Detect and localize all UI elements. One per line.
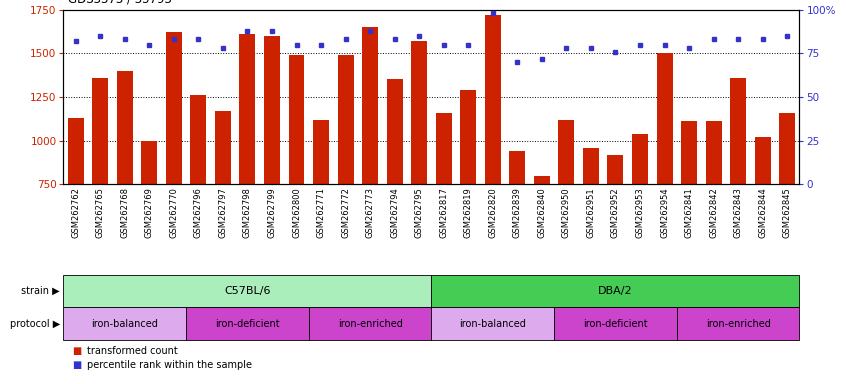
Text: iron-enriched: iron-enriched xyxy=(706,318,771,329)
Text: GSM262841: GSM262841 xyxy=(684,187,694,238)
Text: GDS3373 / 35793: GDS3373 / 35793 xyxy=(68,0,172,6)
Text: GSM262819: GSM262819 xyxy=(464,187,473,238)
Bar xyxy=(387,79,403,184)
Bar xyxy=(288,55,305,184)
Text: GSM262794: GSM262794 xyxy=(390,187,399,238)
Text: GSM262772: GSM262772 xyxy=(341,187,350,238)
Text: GSM262771: GSM262771 xyxy=(316,187,326,238)
Text: GSM262798: GSM262798 xyxy=(243,187,252,238)
Text: ■: ■ xyxy=(72,346,81,356)
Bar xyxy=(239,34,255,184)
Bar xyxy=(730,78,746,184)
Bar xyxy=(117,71,133,184)
Bar xyxy=(141,141,157,184)
Text: C57BL/6: C57BL/6 xyxy=(224,286,271,296)
Bar xyxy=(63,275,431,307)
Bar xyxy=(509,151,525,184)
Text: GSM262953: GSM262953 xyxy=(635,187,645,238)
Text: GSM262820: GSM262820 xyxy=(488,187,497,238)
Bar xyxy=(186,307,309,340)
Text: GSM262952: GSM262952 xyxy=(611,187,620,238)
Text: iron-balanced: iron-balanced xyxy=(459,318,526,329)
Bar xyxy=(706,121,722,184)
Text: GSM262770: GSM262770 xyxy=(169,187,179,238)
Bar xyxy=(313,120,329,184)
Text: GSM262796: GSM262796 xyxy=(194,187,203,238)
Text: GSM262950: GSM262950 xyxy=(562,187,571,238)
Bar xyxy=(436,113,452,184)
Text: GSM262840: GSM262840 xyxy=(537,187,547,238)
Bar xyxy=(460,90,476,184)
Bar xyxy=(431,307,554,340)
Bar xyxy=(215,111,231,184)
Text: GSM262951: GSM262951 xyxy=(586,187,596,238)
Text: percentile rank within the sample: percentile rank within the sample xyxy=(87,360,252,370)
Text: transformed count: transformed count xyxy=(87,346,178,356)
Text: GSM262842: GSM262842 xyxy=(709,187,718,238)
Bar xyxy=(779,113,795,184)
Bar xyxy=(583,147,599,184)
Bar xyxy=(554,307,677,340)
Bar xyxy=(166,32,182,184)
Text: iron-enriched: iron-enriched xyxy=(338,318,403,329)
Text: GSM262797: GSM262797 xyxy=(218,187,228,238)
Bar xyxy=(411,41,427,184)
Text: GSM262843: GSM262843 xyxy=(733,187,743,238)
Text: GSM262765: GSM262765 xyxy=(96,187,105,238)
Bar xyxy=(338,55,354,184)
Text: iron-deficient: iron-deficient xyxy=(215,318,280,329)
Bar xyxy=(431,275,799,307)
Bar xyxy=(677,307,799,340)
Text: GSM262954: GSM262954 xyxy=(660,187,669,238)
Bar xyxy=(534,175,550,184)
Text: strain ▶: strain ▶ xyxy=(21,286,60,296)
Text: protocol ▶: protocol ▶ xyxy=(10,318,60,329)
Bar xyxy=(755,137,771,184)
Text: GSM262799: GSM262799 xyxy=(267,187,277,238)
Text: GSM262773: GSM262773 xyxy=(365,187,375,238)
Bar xyxy=(92,78,108,184)
Text: iron-deficient: iron-deficient xyxy=(583,318,648,329)
Text: GSM262817: GSM262817 xyxy=(439,187,448,238)
Text: iron-balanced: iron-balanced xyxy=(91,318,158,329)
Bar xyxy=(558,120,574,184)
Bar xyxy=(607,155,624,184)
Text: DBA/2: DBA/2 xyxy=(598,286,633,296)
Bar xyxy=(264,36,280,184)
Text: GSM262768: GSM262768 xyxy=(120,187,129,238)
Bar xyxy=(485,15,501,184)
Bar xyxy=(681,121,697,184)
Bar xyxy=(190,95,206,184)
Bar xyxy=(656,53,673,184)
Text: GSM262800: GSM262800 xyxy=(292,187,301,238)
Text: GSM262769: GSM262769 xyxy=(145,187,154,238)
Bar xyxy=(309,307,431,340)
Text: GSM262795: GSM262795 xyxy=(415,187,424,238)
Text: GSM262845: GSM262845 xyxy=(783,187,792,238)
Bar xyxy=(362,27,378,184)
Bar xyxy=(63,307,186,340)
Bar xyxy=(632,134,648,184)
Text: ■: ■ xyxy=(72,360,81,370)
Bar xyxy=(68,118,84,184)
Text: GSM262844: GSM262844 xyxy=(758,187,767,238)
Text: GSM262762: GSM262762 xyxy=(71,187,80,238)
Text: GSM262839: GSM262839 xyxy=(513,187,522,238)
